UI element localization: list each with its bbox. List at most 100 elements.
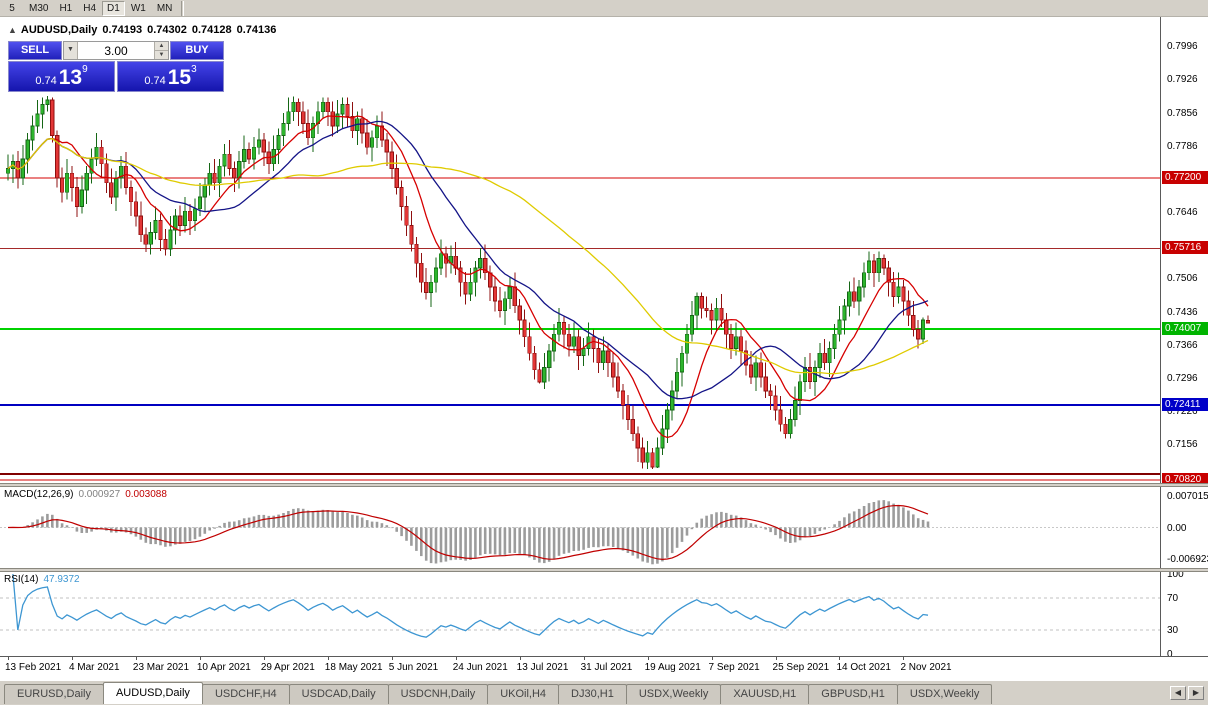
time-axis-label: 23 Mar 2021 <box>132 662 190 673</box>
time-axis-label: 18 May 2021 <box>324 662 383 673</box>
rsi-scale-label: 0 <box>1167 649 1173 660</box>
macd-scale-label: -0.006923 <box>1167 553 1208 565</box>
timeframe-button-d1[interactable]: D1 <box>102 0 125 16</box>
time-axis-label: 31 Jul 2021 <box>580 662 633 673</box>
time-tick <box>711 657 713 660</box>
timeframe-button-5[interactable]: 5 <box>9 2 15 14</box>
chart-tab-audusd-daily[interactable]: AUDUSD,Daily <box>102 682 203 704</box>
timeframe-button-m30[interactable]: M30 <box>29 2 49 14</box>
time-tick <box>519 657 521 660</box>
price-tick-label: 0.7996 <box>1167 41 1198 53</box>
buy-price-prefix: 0.74 <box>144 75 166 87</box>
time-tick <box>71 657 73 660</box>
macd-scale-label: 0.007015 <box>1167 490 1208 502</box>
macd-scale-label: 0.00 <box>1167 522 1187 534</box>
time-tick <box>647 657 649 660</box>
rsi-label: RSI(14) 47.9372 <box>4 574 80 585</box>
time-axis[interactable]: 13 Feb 2021 4 Mar 2021 23 Mar 2021 10 Apr 2… <box>0 656 1208 680</box>
time-axis-label: 2 Nov 2021 <box>900 662 952 673</box>
time-axis-label: 24 Jun 2021 <box>452 662 508 673</box>
sell-price-button[interactable]: 0.74 13 9 <box>8 61 115 92</box>
rsi-line <box>12 573 929 638</box>
volume-up-icon[interactable]: ▲ <box>155 42 168 51</box>
chart-tab-usdcnh-daily[interactable]: USDCNH,Daily <box>387 684 489 704</box>
rsi-value: 47.9372 <box>43 574 80 585</box>
price-tick-label: 0.7436 <box>1167 306 1198 318</box>
price-scale[interactable]: 0.7996 0.7926 0.7856 0.7786 0.7646 0.7506 0.74… <box>1160 17 1208 660</box>
rsi-chart-canvas[interactable] <box>0 572 1160 656</box>
time-axis-label: 19 Aug 2021 <box>644 662 701 673</box>
buy-button[interactable]: BUY <box>170 41 224 60</box>
moving-average-55 <box>7 138 929 375</box>
one-click-collapse-icon[interactable]: ▲ <box>8 25 17 35</box>
volume-input[interactable] <box>78 42 154 59</box>
time-axis-label: 5 Jun 2021 <box>388 662 439 673</box>
time-axis-label: 14 Oct 2021 <box>836 662 891 673</box>
macd-label: MACD(12,26,9) 0.000927 0.003088 <box>4 489 167 500</box>
bar-open-value: 0.74193 <box>102 24 143 36</box>
sell-price-prefix: 0.74 <box>35 75 57 87</box>
chart-window: ▲ AUDUSD,Daily 0.74193 0.74302 0.74128 0.7413… <box>0 17 1208 680</box>
time-tick <box>8 657 9 660</box>
moving-average-21 <box>7 120 929 400</box>
pane-splitter[interactable] <box>0 483 1208 487</box>
time-tick <box>135 657 137 660</box>
chart-tab-usdx-weekly[interactable]: USDX,Weekly <box>625 684 722 704</box>
time-tick <box>199 657 201 660</box>
rsi-scale-label: 100 <box>1167 569 1184 580</box>
buy-price-button[interactable]: 0.74 15 3 <box>117 61 224 92</box>
price-chart-canvas[interactable] <box>0 17 1160 483</box>
sell-button[interactable]: SELL <box>8 41 62 60</box>
time-tick <box>903 657 905 660</box>
tab-scroll-left-icon[interactable]: ◀ <box>1170 686 1186 700</box>
macd-signal-line <box>7 504 929 561</box>
chart-symbol-label: AUDUSD,Daily <box>20 24 98 36</box>
timeframe-button-w1[interactable]: W1 <box>130 2 146 14</box>
timeframe-button-h4[interactable]: H4 <box>83 2 97 14</box>
time-axis-label: 13 Jul 2021 <box>516 662 569 673</box>
chart-tab-usdx-weekly[interactable]: USDX,Weekly <box>896 684 993 704</box>
chart-tab-ukoil-h4[interactable]: UKOil,H4 <box>487 684 560 704</box>
pane-splitter[interactable] <box>0 568 1208 572</box>
volume-down-icon[interactable]: ▼ <box>155 51 168 59</box>
chart-tab-usdcad-daily[interactable]: USDCAD,Daily <box>288 684 389 704</box>
moving-average-10 <box>7 115 929 439</box>
price-line-badge: 0.72411 <box>1162 397 1208 411</box>
sell-price-pips: 13 <box>58 66 83 89</box>
chart-tab-usdchf-h4[interactable]: USDCHF,H4 <box>201 684 290 704</box>
time-tick <box>455 657 457 660</box>
bar-low-value: 0.74128 <box>191 24 232 36</box>
time-tick <box>583 657 585 660</box>
price-pane[interactable]: ▲ AUDUSD,Daily 0.74193 0.74302 0.74128 0.7413… <box>0 17 1160 483</box>
price-line-badge: 0.75716 <box>1162 241 1208 255</box>
price-tick-label: 0.7786 <box>1167 140 1198 152</box>
timeframe-toolbar: 5 M30 H1 H4 D1 W1 MN <box>0 0 1208 17</box>
time-tick <box>839 657 841 660</box>
chart-tab-eurusd-daily[interactable]: EURUSD,Daily <box>4 684 104 704</box>
price-line-badge: 0.70820 <box>1162 473 1208 487</box>
volume-stepper: ▼ ▲ ▼ <box>63 41 169 60</box>
chart-tab-xauusd-h1[interactable]: XAUUSD,H1 <box>720 684 810 704</box>
chart-tab-dj30-h1[interactable]: DJ30,H1 <box>558 684 627 704</box>
macd-chart-canvas[interactable] <box>0 487 1160 568</box>
time-axis-label: 10 Apr 2021 <box>196 662 251 673</box>
rsi-pane[interactable]: RSI(14) 47.9372 <box>0 572 1160 656</box>
price-tick-label: 0.7646 <box>1167 207 1198 219</box>
bar-high-value: 0.74302 <box>147 24 187 36</box>
timeframe-button-h1[interactable]: H1 <box>59 2 73 14</box>
price-tick-label: 0.7506 <box>1167 273 1198 285</box>
time-axis-label: 29 Apr 2021 <box>260 662 315 673</box>
tab-scroll-right-icon[interactable]: ▶ <box>1188 686 1204 700</box>
timeframe-button-mn[interactable]: MN <box>156 2 173 14</box>
volume-dropdown-icon[interactable]: ▼ <box>64 42 78 59</box>
time-tick <box>391 657 393 660</box>
price-tick-label: 0.7366 <box>1167 339 1198 351</box>
chart-tab-gbpusd-h1[interactable]: GBPUSD,H1 <box>808 684 898 704</box>
bar-close-value: 0.74136 <box>236 24 277 36</box>
price-tick-label: 0.7226 <box>1167 405 1198 417</box>
buy-price-point: 3 <box>191 64 197 75</box>
macd-pane[interactable]: MACD(12,26,9) 0.000927 0.003088 <box>0 487 1160 568</box>
price-tick-label: 0.7926 <box>1167 74 1198 86</box>
rsi-name: RSI(14) <box>4 574 39 585</box>
